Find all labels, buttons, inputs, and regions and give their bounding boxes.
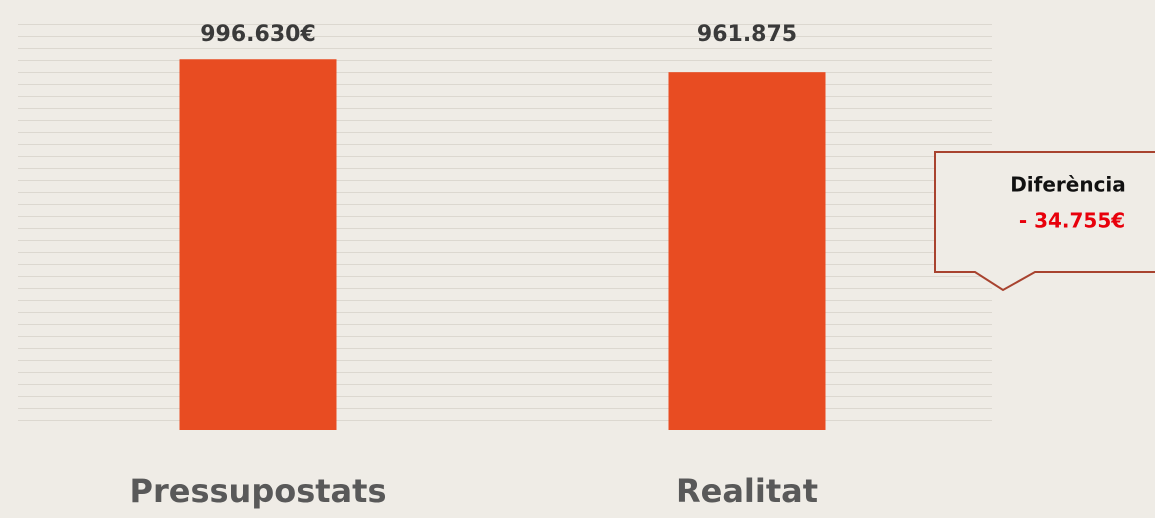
bar	[668, 72, 826, 431]
value-label: 996.630€	[200, 22, 316, 47]
callout-title: Diferència	[1010, 173, 1126, 197]
background-stripes	[18, 22, 992, 432]
callout-text: - 34.755€	[1019, 209, 1125, 233]
bar	[179, 59, 337, 431]
callout-box	[934, 151, 1155, 292]
plot: 996.630€ Pressupostats 961.875 Realitat	[130, 22, 826, 510]
category-label: Realitat	[676, 472, 818, 510]
value-label: 961.875	[697, 22, 797, 47]
category-label: Pressupostats	[130, 472, 387, 510]
